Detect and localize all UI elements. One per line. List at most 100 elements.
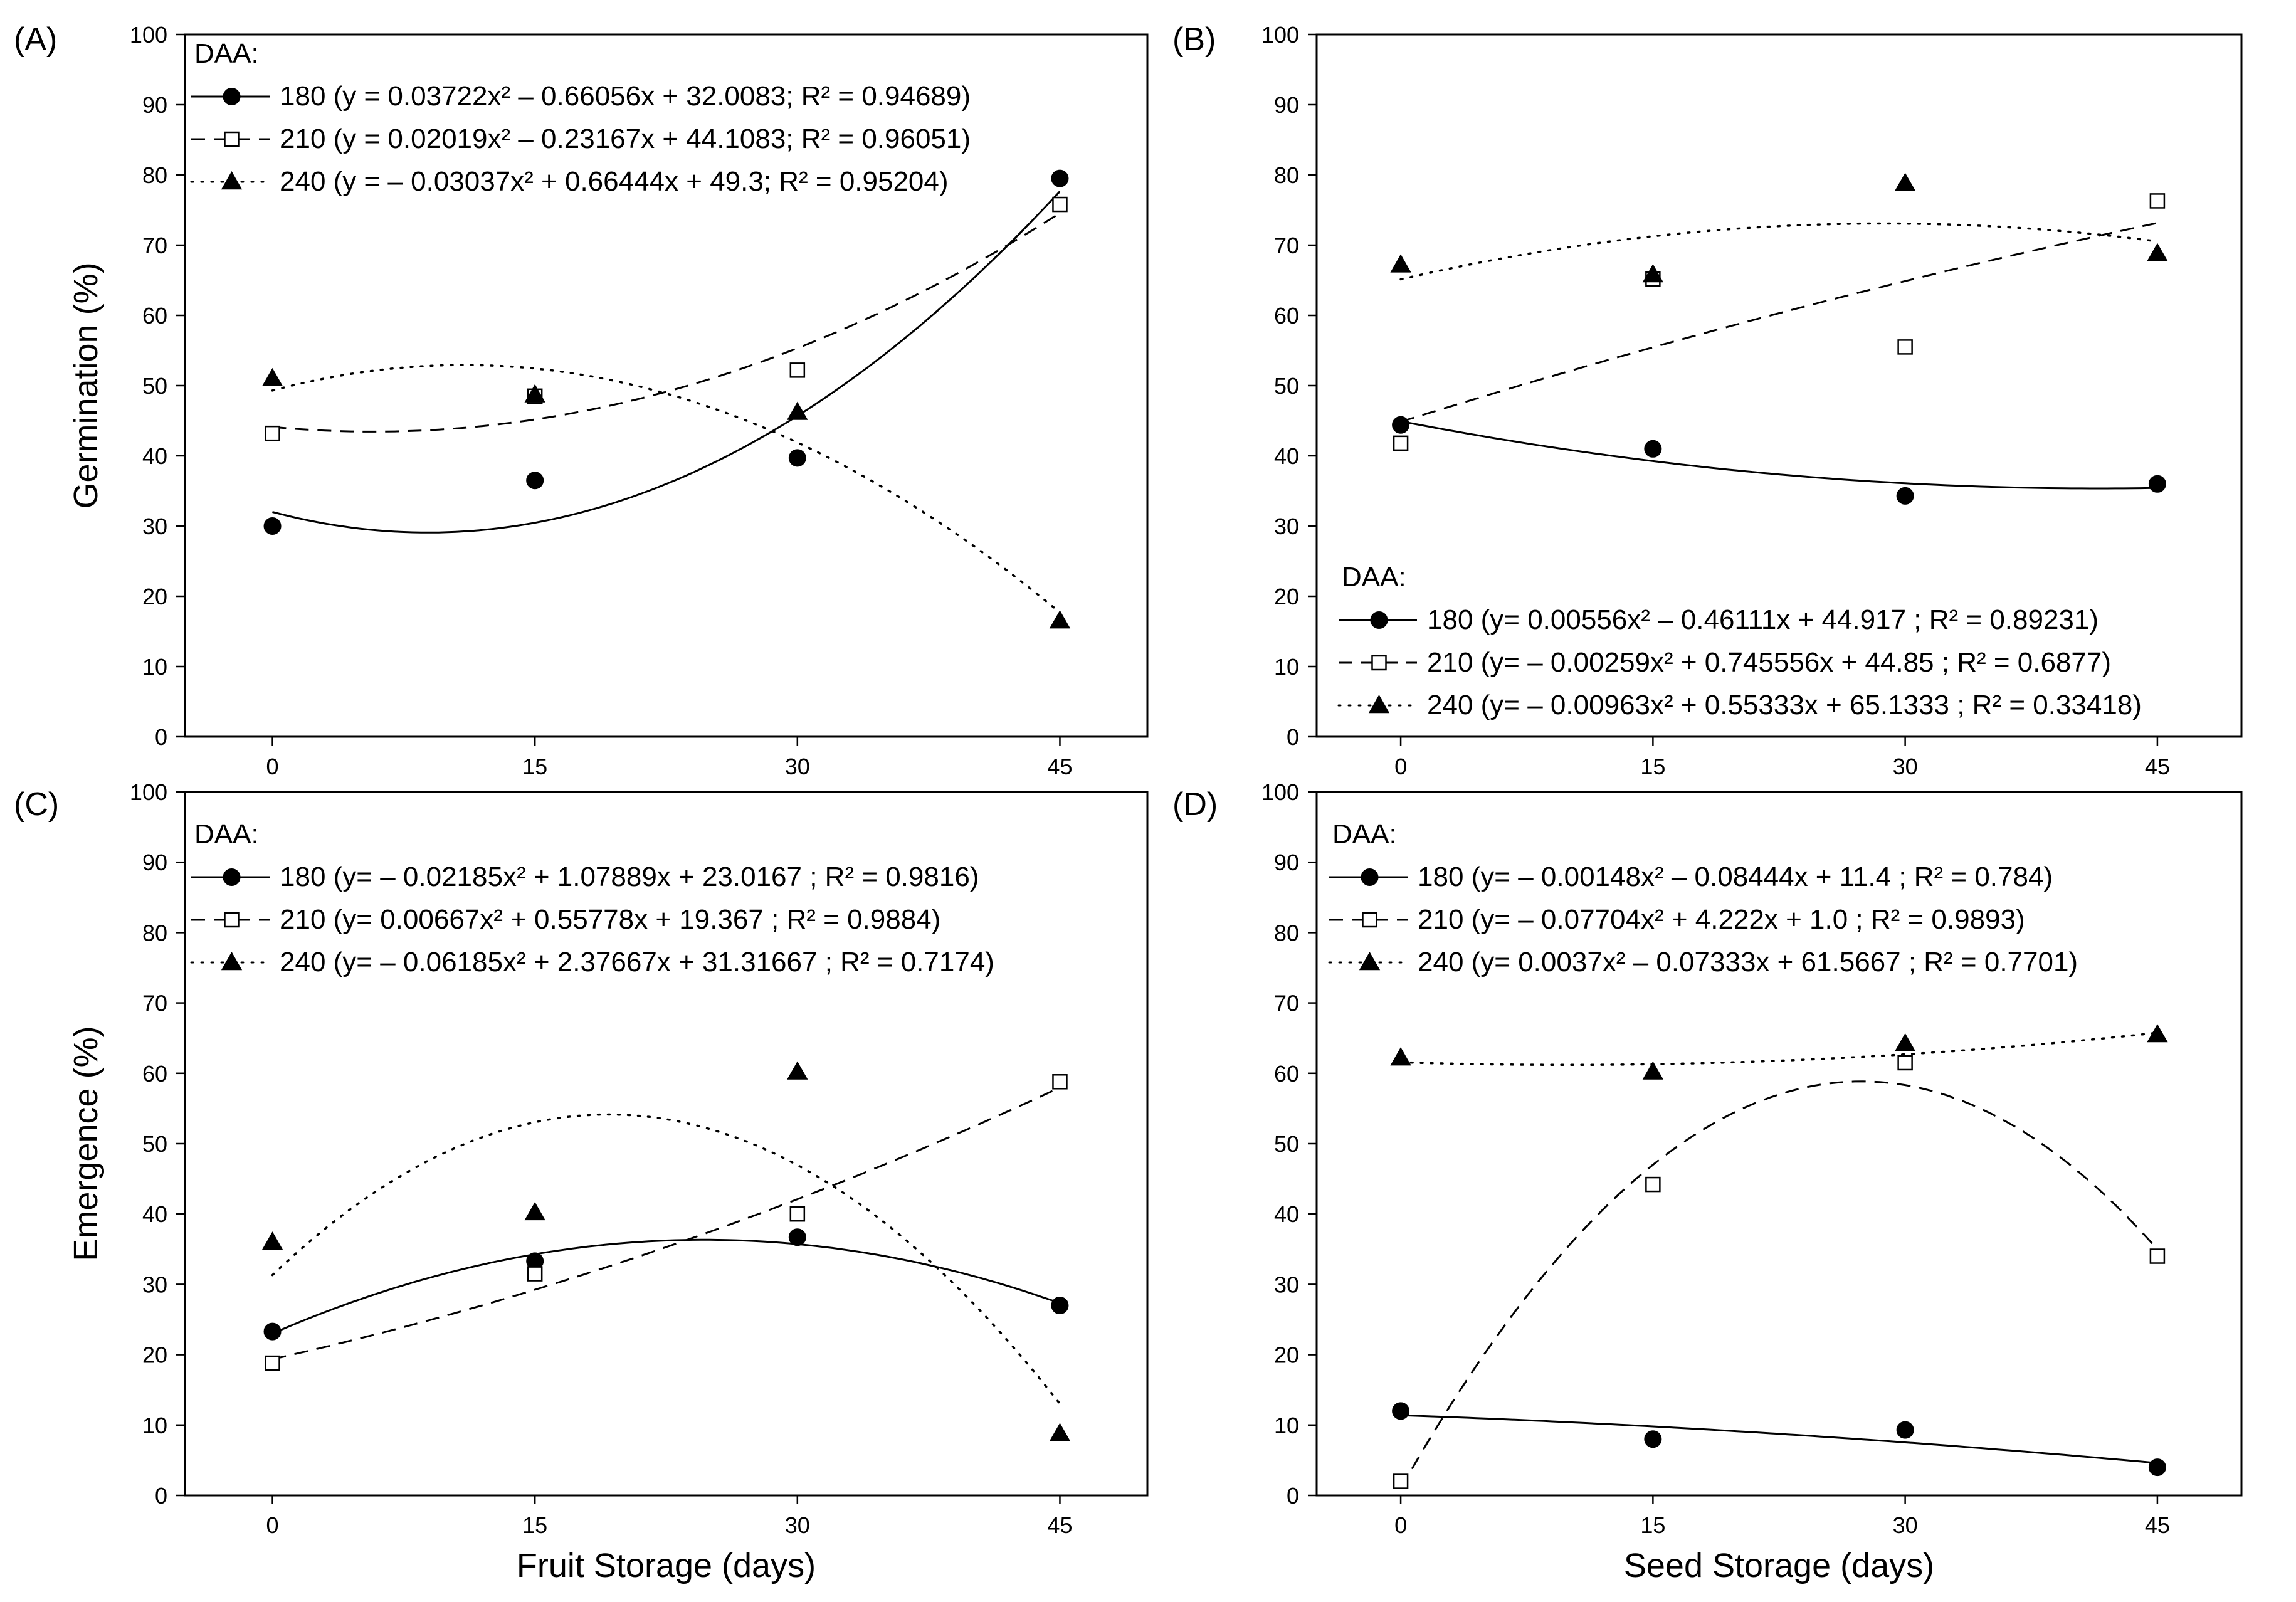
panel-label: (D)	[1172, 786, 1218, 823]
data-point-210	[1645, 1176, 1661, 1193]
legend: DAA: 180 (y= – 0.02185x² + 1.07889x + 23.…	[190, 819, 994, 978]
panel-label: (C)	[14, 786, 59, 823]
x-tick-label: 0	[1394, 754, 1407, 779]
fit-curve-240	[1399, 1031, 2159, 1067]
data-point-180	[263, 1322, 282, 1341]
data-point-240	[1049, 610, 1071, 629]
legend-label-210: 210 (y= – 0.00259x² + 0.745556x + 44.85 …	[1427, 647, 2111, 678]
legend-title: DAA:	[194, 819, 259, 850]
data-point-210	[1897, 339, 1913, 355]
y-tick-label: 80	[142, 920, 167, 946]
data-point-210	[1897, 1055, 1913, 1071]
data-point-180	[1392, 1402, 1410, 1420]
y-tick-label: 60	[1274, 1061, 1299, 1087]
fit-curve-240	[271, 364, 1061, 614]
data-point-240	[1642, 1061, 1664, 1080]
data-point-180	[1051, 1297, 1069, 1315]
fit-curve-210	[1399, 1080, 2159, 1489]
legend-label-210: 210 (y= – 0.07704x² + 4.222x + 1.0 ; R² …	[1418, 904, 2025, 935]
legend-marker-210	[224, 131, 240, 147]
y-tick-label: 90	[142, 850, 167, 875]
y-tick-label: 90	[1274, 92, 1299, 118]
y-tick-label: 50	[142, 373, 167, 399]
y-tick-label: 40	[1274, 443, 1299, 469]
legend-marker-180	[1361, 868, 1379, 886]
legend: DAA: 180 (y= – 0.00148x² – 0.08444x + 11.…	[1328, 819, 2078, 978]
y-tick-label: 30	[1274, 1272, 1299, 1297]
x-tick-label: 45	[1047, 754, 1072, 779]
data-point-210	[265, 1355, 280, 1371]
legend-marker-210	[224, 912, 240, 928]
fit-curve-240	[1399, 222, 2159, 281]
y-tick-label: 70	[142, 233, 167, 258]
y-tick-label: 10	[1274, 1413, 1299, 1438]
data-point-180	[1392, 416, 1410, 434]
panel-2: (B) 0 10 20 30 40 50 60 70 80 90 100 0 15 30 45 DAA: 180 …	[1172, 21, 2243, 779]
x-tick-label: 0	[266, 754, 279, 779]
fit-curve-210	[1400, 222, 2158, 423]
data-point-240	[1894, 172, 1916, 191]
y-tick-label: 20	[142, 584, 167, 609]
y-tick-label: 70	[142, 991, 167, 1016]
y-tick-label: 100	[130, 22, 167, 48]
fit-curve-210	[272, 1087, 1061, 1361]
data-point-240	[787, 401, 808, 420]
y-axis-title: Germination (%)	[67, 262, 105, 509]
x-tick-label: 45	[1047, 1512, 1072, 1538]
data-point-240	[261, 367, 283, 387]
legend-label-240: 240 (y= – 0.06185x² + 2.37667x + 31.3166…	[280, 947, 994, 978]
y-tick-label: 40	[142, 443, 167, 469]
x-tick-label: 0	[1394, 1512, 1407, 1538]
data-point-180	[1051, 169, 1069, 187]
y-tick-label: 80	[142, 162, 167, 188]
y-tick-label: 60	[142, 1061, 167, 1087]
data-point-210	[1393, 435, 1409, 451]
panel-label: (B)	[1172, 21, 1216, 58]
data-point-180	[1896, 1421, 1914, 1439]
y-tick-label: 30	[142, 514, 167, 539]
legend-marker-240	[221, 952, 243, 971]
x-tick-label: 45	[2145, 754, 2170, 779]
y-tick-label: 40	[1274, 1201, 1299, 1227]
x-axis-title: Seed Storage (days)	[1624, 1547, 1934, 1584]
legend-title: DAA:	[1332, 819, 1397, 850]
data-point-240	[1894, 1033, 1916, 1051]
y-tick-label: 60	[142, 303, 167, 329]
panel-4: (D) 0 10 20 30 40 50 60 70 80 90 100 0 15 30 45 Seed Sto…	[1172, 779, 2243, 1584]
data-point-240	[2147, 1024, 2168, 1043]
data-point-180	[1644, 440, 1662, 458]
y-tick-label: 20	[142, 1342, 167, 1368]
data-point-180	[2148, 475, 2166, 493]
data-point-210	[2149, 193, 2166, 209]
y-tick-label: 0	[155, 1483, 167, 1509]
data-point-180	[1644, 1430, 1662, 1448]
panel-3: (C) 0 10 20 30 40 50 60 70 80 90 100 0 15 30 45 Emergenc…	[14, 779, 1149, 1584]
x-tick-label: 15	[522, 754, 547, 779]
y-tick-label: 20	[1274, 584, 1299, 609]
x-tick-label: 30	[1893, 1512, 1918, 1538]
legend: DAA: 180 (y = 0.03722x² – 0.66056x + 32.0…	[190, 38, 971, 197]
data-point-210	[1393, 1473, 1409, 1489]
y-tick-label: 60	[1274, 303, 1299, 329]
y-tick-label: 100	[1261, 779, 1299, 805]
legend-marker-180	[1370, 611, 1388, 629]
data-point-240	[524, 1201, 545, 1221]
legend-label-240: 240 (y= – 0.00963x² + 0.55333x + 65.1333…	[1427, 690, 2142, 720]
y-tick-label: 10	[1274, 654, 1299, 680]
data-point-210	[1052, 196, 1068, 213]
data-point-180	[526, 472, 544, 490]
data-point-210	[265, 425, 280, 441]
fit-curve-180	[271, 1238, 1061, 1335]
legend-label-240: 240 (y = – 0.03037x² + 0.66444x + 49.3; …	[280, 166, 949, 197]
y-tick-label: 10	[142, 1413, 167, 1438]
panel-label: (A)	[14, 21, 57, 58]
legend-marker-240	[221, 171, 243, 190]
legend-marker-180	[223, 868, 241, 886]
y-tick-label: 100	[1261, 22, 1299, 48]
y-tick-label: 50	[1274, 1131, 1299, 1157]
x-tick-label: 45	[2145, 1512, 2170, 1538]
legend-marker-210	[1362, 912, 1377, 928]
y-tick-label: 30	[142, 1272, 167, 1297]
x-axis-title: Fruit Storage (days)	[517, 1547, 816, 1584]
legend-label-240: 240 (y= 0.0037x² – 0.07333x + 61.5667 ; …	[1418, 947, 2078, 978]
